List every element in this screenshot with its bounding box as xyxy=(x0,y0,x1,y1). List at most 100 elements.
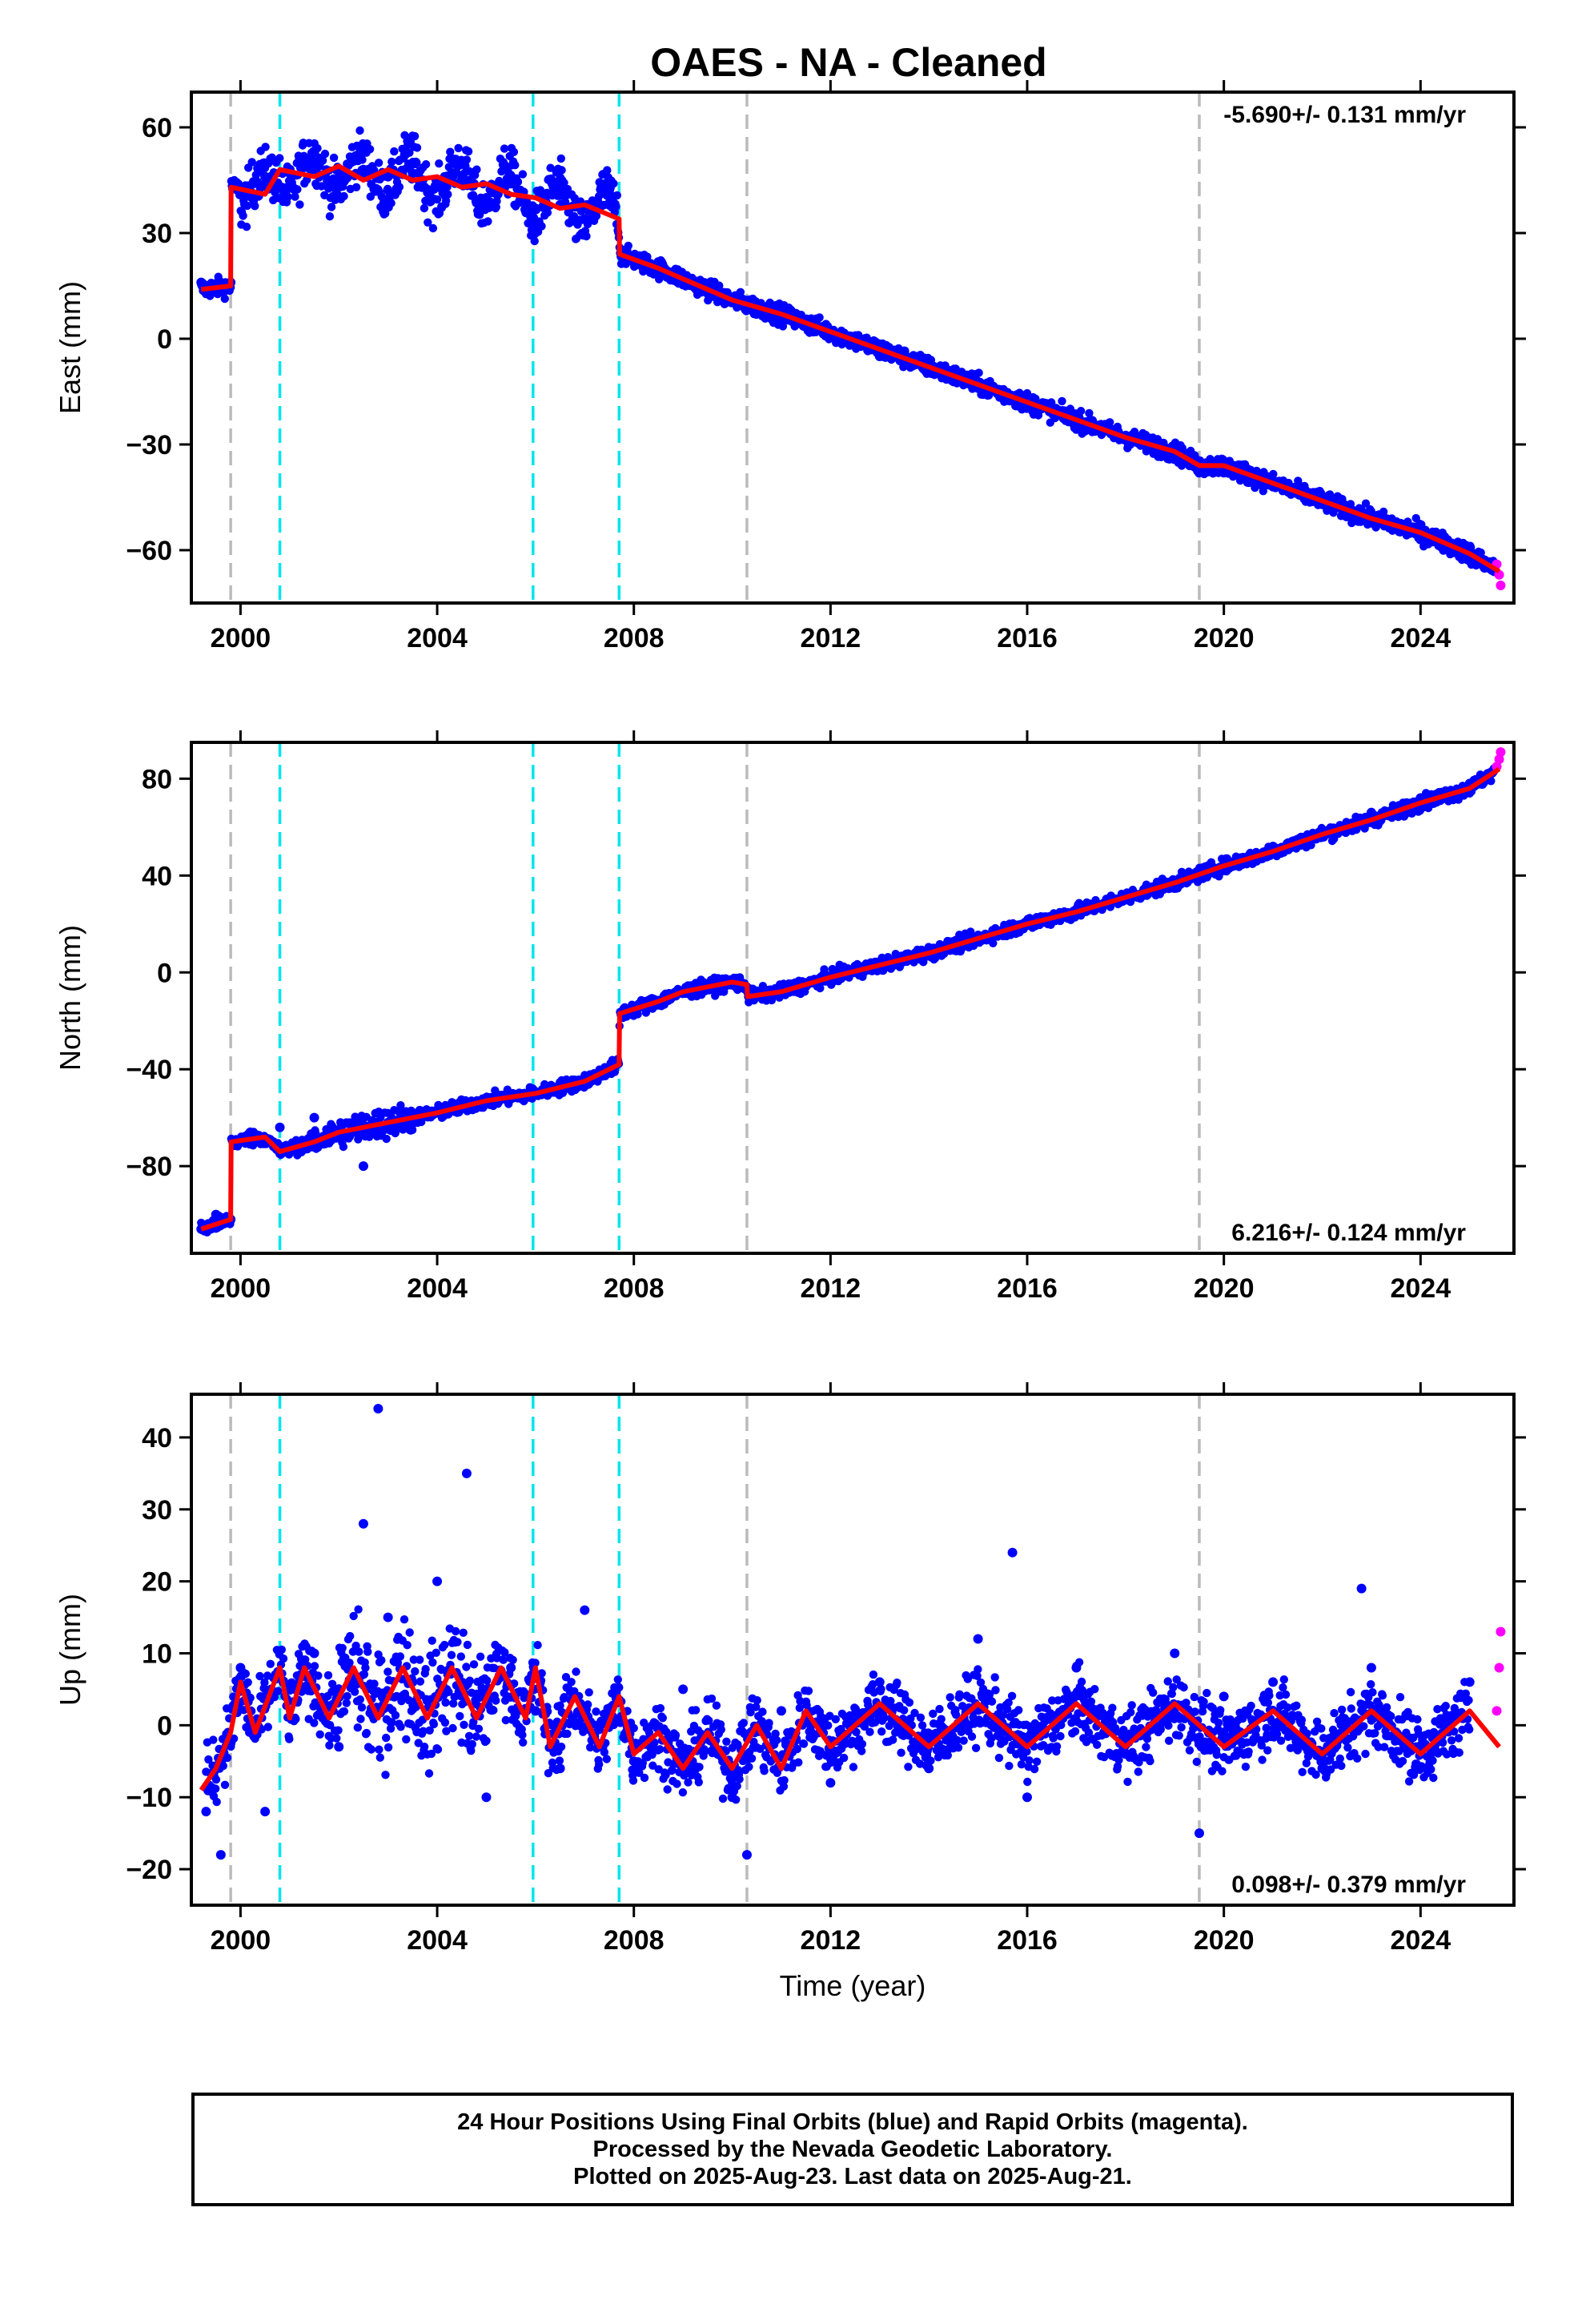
final-orbit-point xyxy=(196,277,207,287)
final-orbit-point xyxy=(580,1605,590,1615)
y-tick-label: 30 xyxy=(142,219,172,249)
final-orbit-point xyxy=(432,182,443,192)
x-tick-label: 2016 xyxy=(997,1273,1058,1304)
final-orbit-point xyxy=(358,1161,368,1172)
final-orbit-point xyxy=(1120,1749,1130,1759)
final-orbit-point xyxy=(741,1850,752,1860)
final-orbit-point xyxy=(211,1209,221,1220)
rapid-orbit-point xyxy=(1492,1706,1502,1716)
y-tick-label: 0 xyxy=(157,958,172,988)
final-orbit-point xyxy=(1464,1677,1475,1687)
y-tick-label: −30 xyxy=(126,430,172,460)
footer-box: 24 Hour Positions Using Final Orbits (bl… xyxy=(191,2093,1514,2206)
x-tick-label: 2012 xyxy=(801,623,861,653)
y-axis-label: Up (mm) xyxy=(54,1594,86,1706)
final-orbit-point xyxy=(334,175,344,185)
final-orbit-point xyxy=(260,1807,271,1817)
x-axis-label: Time (year) xyxy=(780,1969,926,2002)
rapid-orbit-point xyxy=(1496,581,1506,590)
x-tick-label: 2004 xyxy=(407,1925,468,1956)
final-orbit-point xyxy=(555,1763,565,1774)
final-orbit-point xyxy=(1317,1763,1327,1774)
final-orbit-point xyxy=(1071,422,1082,432)
final-orbit-point xyxy=(727,1792,737,1803)
rate-label: 0.098+/- 0.379 mm/yr xyxy=(1231,1872,1466,1898)
y-axis-label: East (mm) xyxy=(54,281,86,414)
final-orbit-point xyxy=(874,352,885,361)
footer-line-3: Plotted on 2025-Aug-23. Last data on 202… xyxy=(573,2164,1132,2189)
final-orbit-point xyxy=(1464,556,1475,566)
north-panel: −80 −40 0 40 80 2000 2004 2008 2012 2016 2020 2024 N… xyxy=(54,730,1526,1304)
y-axis-label: North (mm) xyxy=(54,925,86,1071)
final-orbit-point xyxy=(973,1634,983,1644)
x-tick-label: 2016 xyxy=(997,623,1058,653)
rapid-orbit-point xyxy=(1496,747,1506,758)
plot-frame xyxy=(190,90,1516,605)
plot-area xyxy=(196,92,1506,603)
final-orbit-point xyxy=(383,171,393,182)
final-orbit-point xyxy=(776,1706,786,1716)
x-tick-label: 2004 xyxy=(407,623,468,653)
model-fit-line xyxy=(199,1665,1501,1791)
y-tick-label: 30 xyxy=(142,1495,172,1526)
x-tick-label: 2008 xyxy=(604,1273,665,1304)
final-orbit-point xyxy=(1366,807,1376,818)
final-orbit-point xyxy=(874,1677,885,1687)
y-tick-label: 20 xyxy=(142,1567,172,1598)
figure-title: OAES - NA - Cleaned xyxy=(650,40,1046,85)
final-orbit-point xyxy=(580,214,590,224)
final-orbit-point xyxy=(260,171,271,182)
final-orbit-point xyxy=(506,1663,516,1673)
footer-line-2: Processed by the Nevada Geodetic Laborat… xyxy=(592,2137,1113,2162)
footer-line-1: 24 Hour Positions Using Final Orbits (bl… xyxy=(457,2109,1248,2135)
rate-label: -5.690+/- 0.131 mm/yr xyxy=(1223,102,1466,128)
y-tick-label: −10 xyxy=(126,1783,172,1813)
final-orbit-point xyxy=(1366,1663,1376,1673)
y-tick-label: −80 xyxy=(126,1152,172,1182)
plot-area xyxy=(199,1394,1506,1905)
final-orbit-point xyxy=(1194,1828,1204,1839)
up-panel: −20 −10 0 10 20 30 40 2000 2004 2008 2012 2016 2020 2… xyxy=(54,1382,1526,1956)
x-tick-label: 2000 xyxy=(211,1925,271,1956)
x-tick-label: 2024 xyxy=(1390,1925,1451,1956)
final-orbit-point xyxy=(245,1127,255,1137)
y-tick-label: 0 xyxy=(157,1711,172,1741)
final-orbit-point xyxy=(432,1576,443,1586)
final-orbit-point xyxy=(825,1778,836,1788)
final-orbit-point xyxy=(506,179,516,189)
final-orbits-cloud xyxy=(197,126,1499,577)
final-orbit-point xyxy=(383,1612,393,1622)
final-orbit-point xyxy=(1170,1648,1180,1659)
final-orbit-point xyxy=(530,203,540,214)
final-orbit-point xyxy=(275,1122,285,1132)
final-orbits-cloud xyxy=(202,1605,1474,1807)
final-orbit-point xyxy=(924,1763,934,1774)
y-tick-label: 40 xyxy=(142,1423,172,1454)
y-tick-label: −40 xyxy=(126,1055,172,1085)
final-orbit-point xyxy=(481,193,492,203)
final-orbit-point xyxy=(481,1792,492,1803)
final-orbit-point xyxy=(215,1850,226,1860)
rate-label: 6.216+/- 0.124 mm/yr xyxy=(1231,1220,1466,1246)
model-fit-line xyxy=(200,766,1501,1232)
final-orbit-point xyxy=(1356,1583,1367,1594)
x-tick-label: 2000 xyxy=(211,1273,271,1304)
y-tick-label: −60 xyxy=(126,536,172,566)
y-tick-label: −20 xyxy=(126,1855,172,1885)
final-orbit-point xyxy=(1268,1677,1279,1687)
y-tick-label: 80 xyxy=(142,764,172,794)
final-orbit-point xyxy=(1219,1691,1229,1702)
x-tick-label: 2012 xyxy=(801,1925,861,1956)
final-orbit-point xyxy=(604,199,615,210)
final-orbit-point xyxy=(678,1684,689,1695)
y-tick-label: 0 xyxy=(157,324,172,355)
final-orbit-point xyxy=(284,1684,295,1695)
final-orbit-point xyxy=(456,175,467,185)
rapid-orbit-point xyxy=(1494,754,1504,765)
east-panel: −60 −30 0 30 60 2000 2004 2008 2012 2016 2020 2024 E… xyxy=(54,80,1526,653)
x-tick-label: 2008 xyxy=(604,1925,665,1956)
final-orbit-point xyxy=(1415,534,1426,545)
x-tick-label: 2016 xyxy=(997,1925,1058,1956)
final-orbit-point xyxy=(1007,1547,1018,1558)
